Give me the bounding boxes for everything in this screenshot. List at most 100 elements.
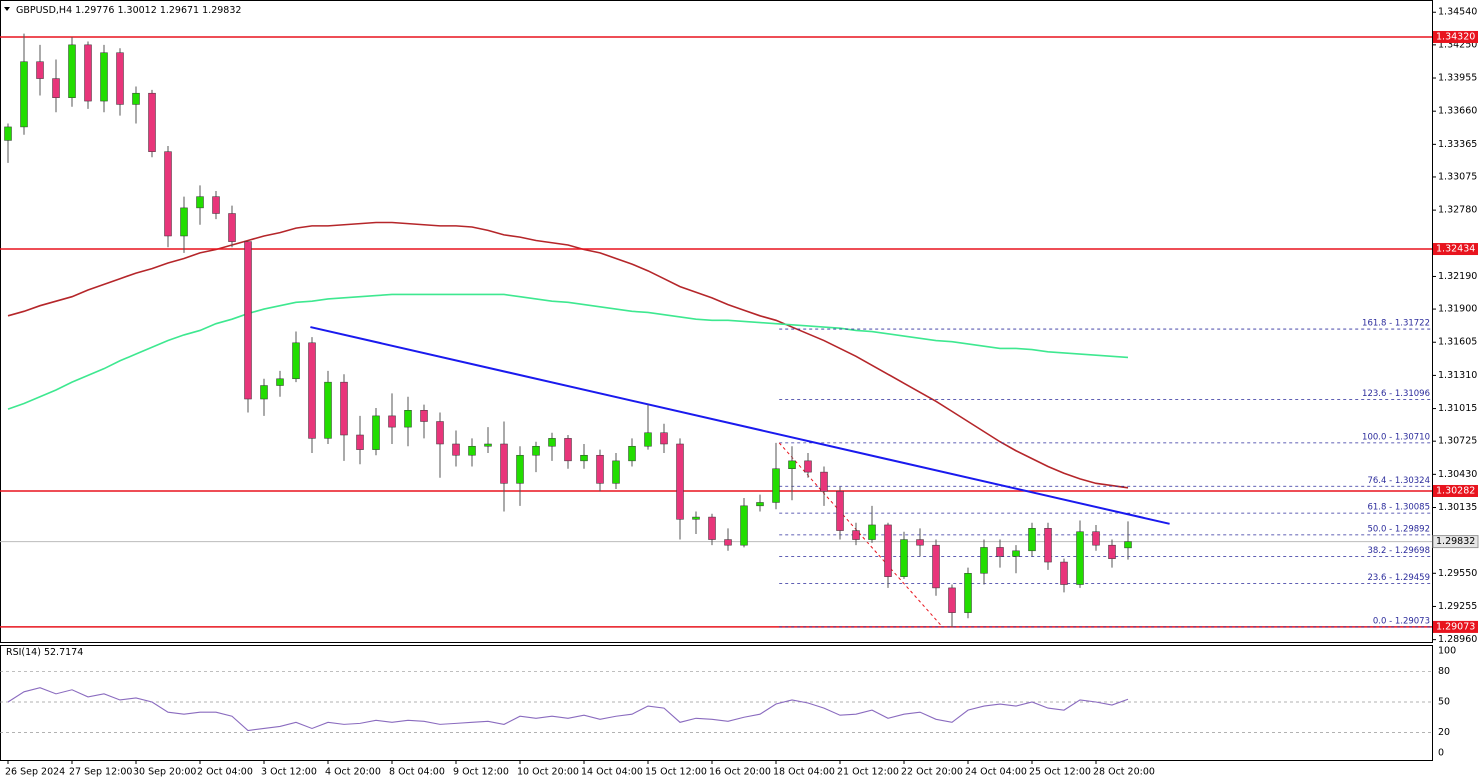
- symbol-header: GBPUSD,H4 1.29776 1.30012 1.29671 1.2983…: [16, 5, 241, 16]
- candle-body: [4, 126, 12, 141]
- x-tick-label: 14 Oct 04:00: [581, 767, 643, 778]
- candle-body: [52, 78, 60, 98]
- candle-body: [1092, 531, 1100, 546]
- moving-average: [7, 221, 1129, 489]
- candle-body: [372, 415, 380, 450]
- candle-body: [196, 196, 204, 209]
- y-tick-label: 1.32190: [1438, 271, 1477, 282]
- x-tick-label: 28 Oct 20:00: [1093, 767, 1155, 778]
- fib-label: 100.0 - 1.30710: [1362, 432, 1430, 442]
- x-tick-label: 9 Oct 12:00: [453, 767, 509, 778]
- candle-body: [1108, 544, 1116, 559]
- candle-body: [660, 432, 668, 445]
- level-tag-label: 1.34320: [1436, 31, 1475, 42]
- candle-body: [980, 547, 988, 574]
- candle-body: [900, 539, 908, 577]
- candle-body: [180, 207, 188, 237]
- candle-body: [740, 505, 748, 546]
- current-price-tag: [1432, 535, 1479, 549]
- rsi-tick-label: 0: [1438, 747, 1444, 758]
- candle-body: [548, 438, 556, 447]
- fib-label: 50.0 - 1.29892: [1367, 524, 1430, 534]
- candle-body: [916, 539, 924, 546]
- rsi-header: RSI(14) 52.7174: [6, 647, 83, 658]
- candle-body: [516, 454, 524, 484]
- candle-body: [628, 445, 636, 462]
- rsi-tick-label: 50: [1438, 696, 1450, 707]
- y-tick-label: 1.33075: [1438, 171, 1477, 182]
- candle-body: [404, 410, 412, 428]
- candle-body: [932, 544, 940, 589]
- rsi-tick-label: 100: [1438, 646, 1456, 657]
- x-tick-label: 24 Oct 04:00: [965, 767, 1027, 778]
- current-price-label: 1.29832: [1436, 536, 1475, 547]
- candle-body: [884, 524, 892, 577]
- y-tick-label: 1.34250: [1438, 39, 1477, 50]
- candle-body: [788, 460, 796, 469]
- fib-label: 161.8 - 1.31722: [1362, 319, 1430, 329]
- y-tick-label: 1.30725: [1438, 436, 1477, 447]
- x-tick-label: 8 Oct 04:00: [389, 767, 445, 778]
- y-tick-label: 1.30430: [1438, 469, 1477, 480]
- candle-body: [772, 468, 780, 503]
- candle-body: [212, 196, 220, 214]
- x-tick-label: 16 Oct 20:00: [709, 767, 771, 778]
- candle-body: [692, 516, 700, 520]
- rsi-tick-label: 80: [1438, 666, 1450, 677]
- main-frame: [0, 0, 1433, 643]
- y-tick-label: 1.32780: [1438, 205, 1477, 216]
- x-tick-label: 18 Oct 04:00: [773, 767, 835, 778]
- fib-label: 76.4 - 1.30324: [1367, 476, 1430, 486]
- candle-body: [500, 443, 508, 484]
- level-tag-label: 1.32434: [1436, 244, 1475, 255]
- x-tick-label: 22 Oct 20:00: [901, 767, 963, 778]
- open: 1.29776: [75, 5, 114, 16]
- fib-label: 123.6 - 1.31096: [1362, 389, 1430, 399]
- candle-body: [324, 381, 332, 439]
- candle-body: [116, 52, 124, 105]
- y-tick-label: 1.28960: [1438, 634, 1477, 645]
- candle-body: [436, 421, 444, 445]
- candle-body: [804, 460, 812, 473]
- candle-body: [420, 410, 428, 422]
- level-tag: [1433, 30, 1478, 43]
- fib-label: 38.2 - 1.29698: [1367, 546, 1430, 556]
- rsi-tick-label: 20: [1438, 727, 1450, 738]
- candle-body: [308, 342, 316, 439]
- candle-body: [276, 378, 284, 386]
- candle-body: [292, 342, 300, 380]
- x-tick-label: 30 Sep 20:00: [133, 767, 196, 778]
- candle-body: [1124, 541, 1132, 549]
- candle-body: [356, 434, 364, 450]
- candle-body: [260, 385, 268, 400]
- y-tick-label: 1.31015: [1438, 403, 1477, 414]
- candle-body: [228, 213, 236, 242]
- candle-body: [388, 415, 396, 428]
- candle-body: [612, 460, 620, 484]
- rsi-line: [7, 687, 1129, 732]
- candle-body: [580, 454, 588, 462]
- candle-body: [148, 92, 156, 152]
- fib-label: 23.6 - 1.29459: [1367, 573, 1430, 583]
- x-tick-label: 15 Oct 12:00: [645, 767, 707, 778]
- candle-body: [756, 502, 764, 507]
- x-tick-label: 4 Oct 20:00: [325, 767, 381, 778]
- rsi-frame: [0, 645, 1433, 761]
- candle-body: [484, 443, 492, 447]
- x-tick-label: 27 Sep 12:00: [69, 767, 132, 778]
- candle-body: [564, 438, 572, 462]
- candle-body: [964, 573, 972, 613]
- y-tick-label: 1.29255: [1438, 601, 1477, 612]
- candle-body: [244, 241, 252, 400]
- candle-body: [708, 516, 716, 540]
- candle-body: [644, 432, 652, 447]
- candle-body: [1060, 561, 1068, 585]
- candle-body: [948, 587, 956, 613]
- candle-body: [100, 52, 108, 102]
- high: 1.30012: [117, 5, 156, 16]
- candle-body: [132, 92, 140, 105]
- low: 1.29671: [160, 5, 199, 16]
- candle-body: [1012, 550, 1020, 557]
